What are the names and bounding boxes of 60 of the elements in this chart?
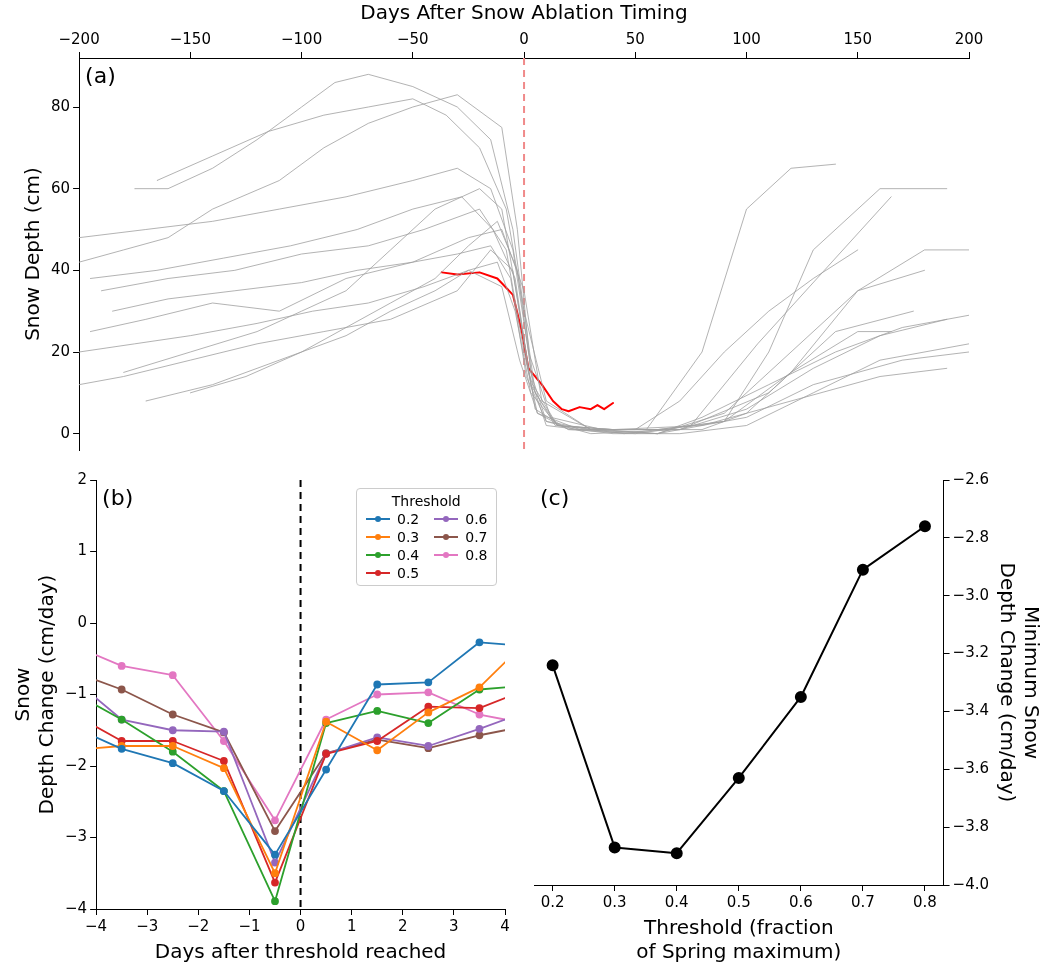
x-tick-label: 0.4 xyxy=(664,892,689,911)
legend-label: 0.4 xyxy=(397,547,420,563)
legend-label: 0.3 xyxy=(397,529,420,545)
x-tick-label: 0 xyxy=(519,29,529,48)
y2-tick-label: −2.6 xyxy=(952,469,990,488)
x-tick-label: 150 xyxy=(843,29,873,48)
x-tick-label: −2 xyxy=(187,916,210,935)
x-tick-label: 0 xyxy=(295,916,306,935)
y2-tick-label: −3.6 xyxy=(952,759,990,778)
y-axis-title: Snow Depth Change (cm/day) xyxy=(10,574,59,815)
y-tick-label: 40 xyxy=(50,260,71,279)
y2-tick-label: −4.0 xyxy=(952,874,990,893)
x-tick-label: 4 xyxy=(500,916,510,935)
annotation: (c) xyxy=(540,484,570,510)
x-tick-label: 50 xyxy=(625,29,645,48)
x-tick-label: −150 xyxy=(169,29,211,48)
legend-label: 0.2 xyxy=(397,511,420,527)
y-tick-label: −2 xyxy=(64,755,88,774)
y-tick-label: 80 xyxy=(50,96,71,115)
y2-tick-label: −3.4 xyxy=(952,701,990,720)
y2-tick-label: −3.2 xyxy=(952,643,990,662)
legend-label: 0.8 xyxy=(465,547,488,563)
x-tick-label: 3 xyxy=(449,916,459,935)
y-tick-label: 0 xyxy=(77,612,88,631)
annotation: (b) xyxy=(102,484,134,510)
x-tick-label: 1 xyxy=(346,916,357,935)
y-axis-title: Snow Depth (cm) xyxy=(20,167,45,341)
x-tick-label: 0.7 xyxy=(850,892,875,911)
legend-label: 0.7 xyxy=(465,529,488,545)
annotation: (a) xyxy=(85,62,116,88)
legend-title: Threshold xyxy=(390,493,462,509)
x-tick-label: −200 xyxy=(58,29,100,48)
x-tick-label: 0.6 xyxy=(788,892,813,911)
legend-label: 0.5 xyxy=(397,565,420,581)
y-tick-label: 60 xyxy=(50,178,71,197)
x-tick-label: 0.3 xyxy=(602,892,627,911)
x-tick-label: 0.5 xyxy=(726,892,751,911)
y2-tick-label: −3.8 xyxy=(952,817,990,836)
y2-axis-title: Minimum Snow Depth Change (cm/day) xyxy=(995,562,1044,803)
y-tick-label: 1 xyxy=(77,541,88,560)
x-tick-label: 100 xyxy=(732,29,761,48)
y2-tick-label: −2.8 xyxy=(952,527,990,546)
x-axis-title: Threshold (fraction of Spring maximum) xyxy=(636,915,842,964)
x-tick-label: −100 xyxy=(280,29,323,48)
x-tick-label: 0.2 xyxy=(540,892,565,911)
y-tick-label: 20 xyxy=(50,341,71,360)
x-tick-label: −50 xyxy=(396,29,429,48)
x-tick-label: 0.8 xyxy=(913,892,937,911)
legend-label: 0.6 xyxy=(465,511,488,527)
x-tick-label: −3 xyxy=(136,916,159,935)
x-axis-title: Days after threshold reached xyxy=(154,939,447,964)
x-axis-title: Days After Snow Ablation Timing xyxy=(360,0,688,25)
x-tick-label: 200 xyxy=(954,29,984,48)
x-tick-label: −1 xyxy=(238,916,261,935)
y-tick-label: 0 xyxy=(60,423,71,442)
y2-tick-label: −3.0 xyxy=(952,585,990,604)
y-tick-label: −3 xyxy=(64,827,88,846)
x-tick-label: 2 xyxy=(398,916,408,935)
y-tick-label: −1 xyxy=(64,684,88,703)
y-tick-label: 2 xyxy=(77,469,88,488)
